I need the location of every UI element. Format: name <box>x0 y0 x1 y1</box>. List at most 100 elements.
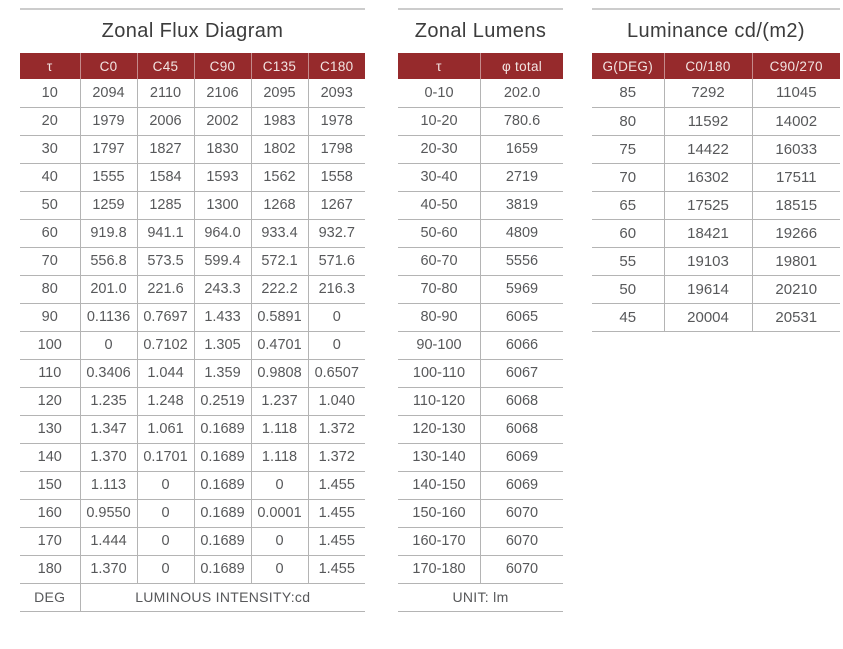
table-cell: 6067 <box>480 359 563 388</box>
table-cell: 60 <box>592 219 665 248</box>
table-cell: 20-30 <box>398 135 481 164</box>
table-cell: 60 <box>20 219 81 248</box>
table-cell: 18515 <box>752 191 840 220</box>
table-cell: 140 <box>20 443 81 472</box>
table-cell: 80 <box>592 107 665 136</box>
table-cell: 10 <box>20 79 81 108</box>
table-cell: 6068 <box>480 415 563 444</box>
table-cell: 2006 <box>137 107 195 136</box>
table-cell: 90-100 <box>398 331 481 360</box>
table-cell: 1555 <box>80 163 138 192</box>
table-cell: 1983 <box>251 107 309 136</box>
table-cell: 40 <box>20 163 81 192</box>
table-cell: 0 <box>80 331 138 360</box>
table-cell: 221.6 <box>137 275 195 304</box>
table-cell: 243.3 <box>194 275 252 304</box>
table-cell: 0 <box>251 527 309 556</box>
table-cell: 100 <box>20 331 81 360</box>
table-row: 170 1.444 0 0.1689 0 1.455 <box>20 527 365 556</box>
table-cell: 6070 <box>480 499 563 528</box>
table-cell: 6070 <box>480 555 563 584</box>
table-cell: 70 <box>592 163 665 192</box>
table-cell: 1978 <box>308 107 365 136</box>
luminance-table: G(DEG) C0/180 C90/270 85 7292 11045 80 11592 140… <box>592 53 840 332</box>
table-cell: 1.455 <box>308 471 365 500</box>
section-divider <box>398 8 563 10</box>
column-header: C45 <box>137 53 195 79</box>
table-cell: 0.1689 <box>194 471 252 500</box>
table-row: 60-70 5556 <box>398 247 563 276</box>
table-row: 90-100 6066 <box>398 331 563 360</box>
table-cell: 1.455 <box>308 555 365 584</box>
column-header: C90/270 <box>752 53 840 79</box>
zonal-flux-title: Zonal Flux Diagram <box>101 20 284 42</box>
table-cell: 65 <box>592 191 665 220</box>
table-cell: 50 <box>592 275 665 304</box>
table-cell: 0 <box>308 303 365 332</box>
table-cell: 6066 <box>480 331 563 360</box>
table-row: 150 1.113 0 0.1689 0 1.455 <box>20 471 365 500</box>
table-cell: 1.370 <box>80 443 138 472</box>
table-cell: 1268 <box>251 191 309 220</box>
table-cell: 1.305 <box>194 331 252 360</box>
table-row: 75 14422 16033 <box>592 135 840 164</box>
table-cell: 0.1136 <box>80 303 138 332</box>
table-row: 20 1979 2006 2002 1983 1978 <box>20 107 365 136</box>
column-header: φ total <box>480 53 563 79</box>
table-cell: 0.3406 <box>80 359 138 388</box>
column-header: G(DEG) <box>592 53 665 79</box>
table-cell: 160 <box>20 499 81 528</box>
table-row: 120 1.235 1.248 0.2519 1.237 1.040 <box>20 387 365 416</box>
table-cell: 1797 <box>80 135 138 164</box>
footer-label: DEG <box>20 583 81 612</box>
table-cell: 7292 <box>664 79 753 108</box>
table-cell: 0.1689 <box>194 415 252 444</box>
table-cell: 0.0001 <box>251 499 309 528</box>
table-cell: 14422 <box>664 135 753 164</box>
table-cell: 170-180 <box>398 555 481 584</box>
table-cell: 20004 <box>664 303 753 332</box>
table-cell: 0.1701 <box>137 443 195 472</box>
table-cell: 19614 <box>664 275 753 304</box>
table-cell: 70 <box>20 247 81 276</box>
table-cell: 1802 <box>251 135 309 164</box>
zonal-flux-table: τ C0 C45 C90 C135 C180 10 2094 2110 2106 2095 2093 2… <box>20 53 365 612</box>
table-cell: 6069 <box>480 443 563 472</box>
table-cell: 0.1689 <box>194 499 252 528</box>
table-cell: 1.118 <box>251 415 309 444</box>
table-row: 40-50 3819 <box>398 191 563 220</box>
table-cell: 6069 <box>480 471 563 500</box>
table-cell: 1827 <box>137 135 195 164</box>
table-row: 110 0.3406 1.044 1.359 0.9808 0.6507 <box>20 359 365 388</box>
table-row: 60 919.8 941.1 964.0 933.4 932.7 <box>20 219 365 248</box>
table-cell: 0-10 <box>398 79 481 108</box>
table-cell: 20 <box>20 107 81 136</box>
table-cell: 2719 <box>480 163 563 192</box>
table-cell: 1300 <box>194 191 252 220</box>
table-cell: 0 <box>251 555 309 584</box>
table-cell: 6065 <box>480 303 563 332</box>
table-row: 80-90 6065 <box>398 303 563 332</box>
footer-note: LUMINOUS INTENSITY:cd <box>80 583 365 612</box>
table-cell: 130-140 <box>398 443 481 472</box>
zonal-flux-section: Zonal Flux Diagram τ C0 C45 C90 C135 C180 10 20… <box>20 8 365 612</box>
table-row: 50 1259 1285 1300 1268 1267 <box>20 191 365 220</box>
table-cell: 6068 <box>480 387 563 416</box>
table-cell: 216.3 <box>308 275 365 304</box>
table-cell: 2094 <box>80 79 138 108</box>
table-cell: 20210 <box>752 275 840 304</box>
table-cell: 1593 <box>194 163 252 192</box>
table-cell: 1979 <box>80 107 138 136</box>
table-cell: 100-110 <box>398 359 481 388</box>
table-cell: 90 <box>20 303 81 332</box>
table-cell: 0 <box>137 471 195 500</box>
table-cell: 222.2 <box>251 275 309 304</box>
column-header: C0 <box>80 53 138 79</box>
table-cell: 55 <box>592 247 665 276</box>
table-cell: 1.359 <box>194 359 252 388</box>
table-cell: 1.347 <box>80 415 138 444</box>
table-cell: 1.248 <box>137 387 195 416</box>
footer-note: UNIT: lm <box>398 583 563 612</box>
